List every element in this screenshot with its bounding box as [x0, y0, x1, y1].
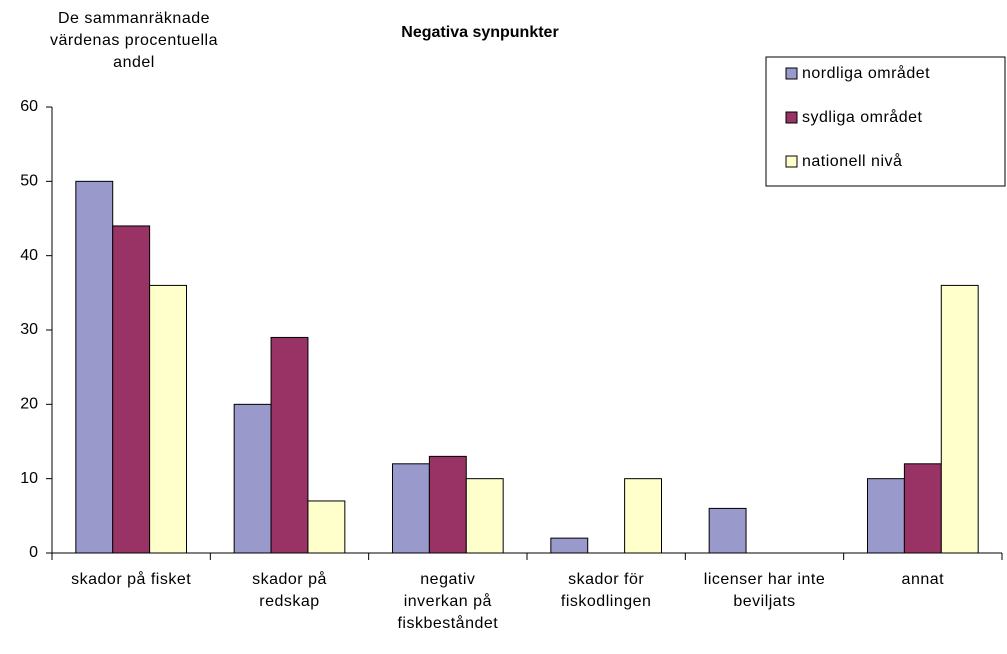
bar — [550, 537, 589, 554]
y-tick-label: 0 — [29, 544, 38, 561]
x-tick-label: negativ inverkan på fiskbeståndet — [397, 571, 499, 632]
bar — [307, 500, 346, 554]
legend-swatch — [785, 67, 798, 80]
bar — [149, 284, 188, 554]
bar — [112, 225, 151, 554]
bar — [428, 455, 467, 554]
x-tick-label: licenser har inte beviljats — [703, 571, 826, 610]
bar — [866, 478, 905, 554]
bar — [903, 463, 942, 554]
bar — [391, 463, 430, 554]
bar — [75, 180, 114, 554]
y-tick-label: 50 — [20, 173, 38, 190]
x-tick-label: skador på fisket — [71, 571, 192, 588]
bar — [233, 403, 272, 554]
y-tick-label: 30 — [20, 321, 38, 338]
bar — [940, 284, 979, 554]
legend-box — [765, 56, 1006, 187]
legend-swatch — [785, 155, 798, 168]
x-tick-label: annat — [901, 571, 945, 588]
x-tick-label: skador på redskap — [252, 571, 327, 610]
y-tick-label: 40 — [20, 247, 38, 264]
x-tick-label: skador för fiskodlingen — [560, 571, 652, 610]
y-axis-label: De sammanräknade värdenas procentuella a… — [50, 10, 218, 71]
bar — [270, 336, 309, 554]
y-tick-label: 60 — [20, 98, 38, 115]
legend-label: sydliga området — [802, 108, 923, 126]
bar — [624, 478, 663, 554]
y-tick-label: 20 — [20, 396, 38, 413]
y-tick-label: 10 — [20, 470, 38, 487]
legend-swatch — [785, 111, 798, 124]
legend-label: nationell nivå — [802, 152, 902, 170]
chart-title: Negativa synpunkter — [401, 24, 558, 41]
bar — [465, 478, 504, 554]
legend-label: nordliga området — [802, 64, 930, 82]
bar — [708, 507, 747, 554]
